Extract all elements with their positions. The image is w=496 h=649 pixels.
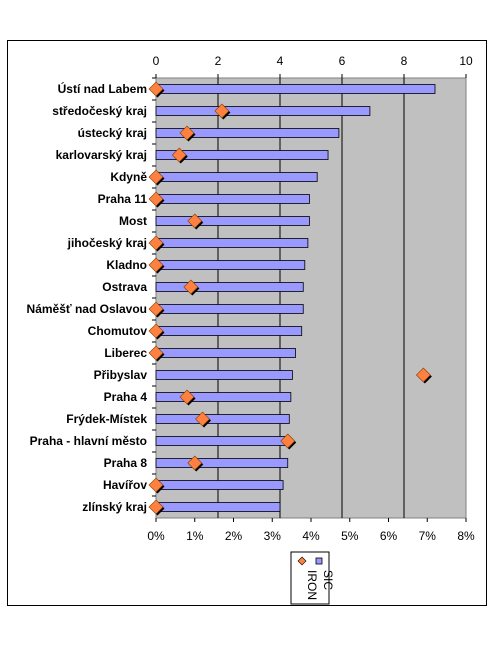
iron-marker bbox=[280, 433, 296, 449]
iron-marker bbox=[148, 191, 164, 207]
category-label: Přibyslav bbox=[94, 368, 148, 382]
category-label: ústecký kraj bbox=[78, 126, 147, 140]
plot-area bbox=[155, 77, 467, 519]
iron-marker bbox=[148, 235, 164, 251]
sic-bar bbox=[155, 502, 281, 512]
iron-marker bbox=[195, 411, 210, 427]
bottom-tick-label: 0% bbox=[147, 529, 165, 543]
bottom-tick-label: 8% bbox=[457, 529, 475, 543]
legend: SIC IRON bbox=[290, 551, 335, 605]
legend-marker-iron bbox=[297, 556, 307, 566]
category-label: Most bbox=[119, 214, 147, 228]
category-label: Praha 4 bbox=[104, 390, 148, 404]
sic-bar bbox=[155, 106, 371, 116]
top-tick-label: 6 bbox=[339, 54, 346, 68]
sic-bars bbox=[155, 84, 436, 512]
bottom-tick-label: 6% bbox=[380, 529, 398, 543]
top-axis-ticks: 0 2 4 6 8 10 bbox=[153, 54, 473, 78]
sic-bar bbox=[155, 216, 310, 226]
sic-bar bbox=[155, 260, 306, 270]
category-label: Havířov bbox=[103, 478, 147, 492]
bottom-tick-label: 2% bbox=[225, 529, 243, 543]
sic-bar bbox=[155, 84, 436, 94]
sic-bar bbox=[155, 326, 303, 336]
sic-bar bbox=[155, 238, 309, 248]
iron-marker bbox=[148, 477, 164, 493]
sic-bar bbox=[155, 458, 289, 468]
sic-bar bbox=[155, 480, 284, 490]
iron-marker bbox=[179, 125, 195, 141]
iron-marker bbox=[171, 147, 187, 163]
category-label: Ostrava bbox=[102, 280, 147, 294]
category-label: Liberec bbox=[104, 346, 147, 360]
legend-label-sic: SIC bbox=[321, 570, 335, 590]
category-label: jihočeský kraj bbox=[67, 236, 147, 250]
top-tick-label: 8 bbox=[401, 54, 408, 68]
category-label: Frýdek-Místek bbox=[66, 412, 147, 426]
category-label: Kladno bbox=[106, 258, 147, 272]
category-label: středočeský kraj bbox=[52, 104, 147, 118]
iron-marker bbox=[148, 499, 164, 515]
bottom-tick-label: 4% bbox=[302, 529, 320, 543]
iron-markers bbox=[148, 81, 432, 516]
top-tick-label: 4 bbox=[277, 54, 284, 68]
bottom-tick-label: 1% bbox=[186, 529, 204, 543]
iron-marker bbox=[148, 257, 164, 273]
iron-marker bbox=[179, 389, 195, 405]
sic-bar bbox=[155, 128, 340, 138]
category-label: Praha 8 bbox=[104, 456, 148, 470]
sic-bar bbox=[155, 392, 292, 402]
legend-swatch-sic bbox=[315, 557, 323, 565]
iron-marker bbox=[148, 323, 164, 339]
sic-bar bbox=[155, 282, 304, 292]
legend-label-iron: IRON bbox=[305, 570, 319, 600]
iron-marker bbox=[148, 345, 164, 361]
iron-marker bbox=[415, 367, 431, 383]
sic-bar bbox=[155, 150, 329, 160]
category-label: karlovarský kraj bbox=[56, 148, 147, 162]
sic-bar bbox=[155, 370, 293, 380]
category-label: Praha 11 bbox=[98, 192, 148, 206]
iron-marker bbox=[214, 103, 230, 119]
iron-marker bbox=[187, 213, 203, 229]
category-labels: Ústí nad Labem středočeský kraj ústecký kr… bbox=[27, 77, 156, 514]
legend-box bbox=[290, 551, 330, 605]
sic-bar bbox=[155, 414, 290, 424]
sic-bar bbox=[155, 436, 290, 446]
bottom-tick-label: 3% bbox=[264, 529, 282, 543]
category-label: Kdyně bbox=[110, 170, 147, 184]
category-label: Ústí nad Labem bbox=[58, 81, 147, 96]
iron-marker bbox=[148, 81, 164, 97]
bottom-tick-label: 7% bbox=[419, 529, 437, 543]
category-label: Náměšť nad Oslavou bbox=[27, 302, 147, 316]
category-label: zlínský kraj bbox=[82, 500, 147, 514]
iron-marker bbox=[148, 301, 164, 317]
top-tick-label: 0 bbox=[153, 54, 160, 68]
bottom-tick-label: 5% bbox=[341, 529, 359, 543]
category-label: Chomutov bbox=[88, 324, 148, 338]
bottom-axis-ticks: 0% 1% 2% 3% 4% 5% 6% 7% 8% bbox=[147, 518, 475, 543]
iron-marker bbox=[183, 279, 199, 295]
category-label: Praha - hlavní město bbox=[30, 434, 147, 448]
sic-bar bbox=[155, 194, 310, 204]
iron-marker bbox=[148, 169, 164, 185]
sic-bar bbox=[155, 172, 318, 182]
sic-bar bbox=[155, 304, 304, 314]
iron-marker bbox=[187, 455, 203, 471]
top-tick-label: 10 bbox=[459, 54, 473, 68]
sic-bar bbox=[155, 348, 296, 358]
top-tick-label: 2 bbox=[215, 54, 222, 68]
